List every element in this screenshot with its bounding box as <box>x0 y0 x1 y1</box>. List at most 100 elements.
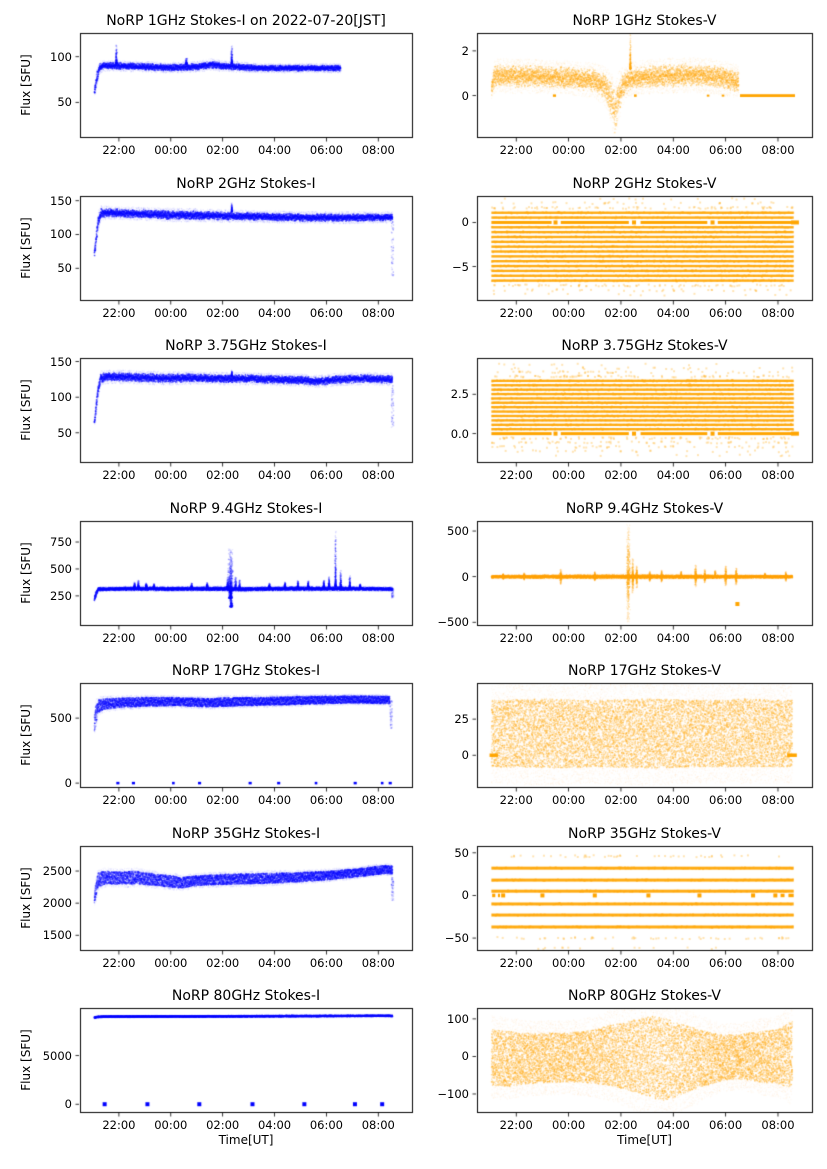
subplot-7-ytick-1: 0 <box>461 569 469 584</box>
subplot-0-xtick-1: 00:00 <box>154 143 188 157</box>
subplot-12-ylabel: Flux [SFU] <box>19 1029 33 1091</box>
subplot-1-ytick-0: 0 <box>461 88 469 103</box>
subplot-12-xtick-2: 02:00 <box>206 1118 240 1132</box>
subplot-8-xtick-4: 06:00 <box>309 793 343 807</box>
subplot-3-xtick-4: 06:00 <box>709 306 743 320</box>
subplot-0-ytick-1: 100 <box>50 49 72 64</box>
subplot-4-ytick-0: 50 <box>57 425 72 440</box>
subplot-10-xtick-3: 04:00 <box>257 956 292 970</box>
subplot-7-ytick-0: −500 <box>437 615 469 630</box>
subplot-9-ytick-1: 25 <box>454 712 469 727</box>
subplot-10-ytick-1: 2000 <box>42 896 72 911</box>
subplot-3-ytick-0: −5 <box>452 259 469 274</box>
subplot-2-xtick-0: 22:00 <box>102 306 136 320</box>
subplot-8-xtick-0: 22:00 <box>102 793 136 807</box>
subplot-3-xtick-5: 08:00 <box>761 306 795 320</box>
subplot-11-xtick-1: 00:00 <box>552 956 586 970</box>
subplot-4-title: NoRP 3.75GHz Stokes-I <box>165 338 327 354</box>
subplot-9-ytick-0: 0 <box>461 748 469 763</box>
subplot-12-ytick-1: 5000 <box>42 1048 72 1063</box>
subplot-1-title: NoRP 1GHz Stokes-V <box>572 13 717 29</box>
subplot-10-xtick-5: 08:00 <box>361 956 395 970</box>
subplot-1-xtick-4: 06:00 <box>709 143 743 157</box>
subplot-11-xtick-4: 06:00 <box>709 956 743 970</box>
subplot-8-xtick-2: 02:00 <box>206 793 240 807</box>
subplot-0-xtick-5: 08:00 <box>361 143 395 157</box>
subplot-2-title: NoRP 2GHz Stokes-I <box>176 176 316 192</box>
subplot-5-xtick-4: 06:00 <box>709 468 743 482</box>
subplot-7-title: NoRP 9.4GHz Stokes-V <box>565 501 724 517</box>
subplot-12-xtick-3: 04:00 <box>257 1118 292 1132</box>
subplot-2-ytick-1: 100 <box>50 227 72 242</box>
subplot-5-title: NoRP 3.75GHz Stokes-V <box>561 338 728 354</box>
subplot-6-ytick-2: 750 <box>50 535 72 549</box>
subplot-6-ytick-0: 250 <box>50 588 72 603</box>
subplot-10-xtick-4: 06:00 <box>309 956 343 970</box>
subplot-6-xtick-1: 00:00 <box>154 631 188 645</box>
subplot-6-xtick-0: 22:00 <box>102 631 136 645</box>
subplot-12-xtick-1: 00:00 <box>154 1118 188 1132</box>
subplot-6-xtick-2: 02:00 <box>206 631 240 645</box>
subplot-10-title: NoRP 35GHz Stokes-I <box>171 826 321 842</box>
subplot-6-xtick-5: 08:00 <box>361 631 395 645</box>
subplot-13-title: NoRP 80GHz Stokes-V <box>568 988 721 1004</box>
subplot-3-ytick-1: 0 <box>461 215 469 230</box>
subplot-10-xtick-0: 22:00 <box>102 956 136 970</box>
subplot-7-xtick-5: 08:00 <box>761 631 795 645</box>
subplot-12-xtick-0: 22:00 <box>102 1118 136 1132</box>
subplot-8-ylabel: Flux [SFU] <box>19 704 33 766</box>
subplot-7-xtick-2: 02:00 <box>604 631 638 645</box>
subplot-1-xtick-2: 02:00 <box>604 143 638 157</box>
subplot-7-xtick-1: 00:00 <box>552 631 586 645</box>
subplot-11-title: NoRP 35GHz Stokes-V <box>568 826 721 842</box>
subplot-4-xtick-5: 08:00 <box>361 468 395 482</box>
subplot-13-ytick-0: −100 <box>437 1086 469 1101</box>
subplot-6-title: NoRP 9.4GHz Stokes-I <box>169 501 323 517</box>
subplot-4-xtick-3: 04:00 <box>257 468 292 482</box>
subplot-9-xtick-4: 06:00 <box>709 793 743 807</box>
subplot-8-ytick-0: 0 <box>64 776 72 791</box>
subplot-5-ytick-0: 0.0 <box>450 426 469 441</box>
subplot-3-xtick-1: 00:00 <box>552 306 586 320</box>
subplot-13-xtick-4: 06:00 <box>709 1118 743 1132</box>
subplot-0-ylabel: Flux [SFU] <box>19 54 33 116</box>
subplot-5-xtick-2: 02:00 <box>604 468 638 482</box>
subplot-1-xtick-1: 00:00 <box>552 143 586 157</box>
subplot-6-xtick-4: 06:00 <box>309 631 343 645</box>
subplot-11-xtick-3: 04:00 <box>656 956 690 970</box>
subplot-2-ytick-2: 150 <box>50 193 72 208</box>
subplot-10-ytick-2: 2500 <box>42 864 72 879</box>
subplot-11-xtick-0: 22:00 <box>499 956 533 970</box>
subplot-11-xtick-2: 02:00 <box>604 956 638 970</box>
subplot-4-xtick-2: 02:00 <box>206 468 240 482</box>
subplot-8-xtick-1: 00:00 <box>154 793 188 807</box>
subplot-12-xtick-5: 08:00 <box>361 1118 395 1132</box>
subplot-12-ytick-0: 0 <box>64 1097 72 1112</box>
subplot-11-ytick-2: 50 <box>454 845 469 860</box>
subplot-1-xtick-3: 04:00 <box>656 143 690 157</box>
subplot-0-xtick-4: 06:00 <box>309 143 343 157</box>
subplot-5-xtick-5: 08:00 <box>761 468 795 482</box>
subplot-8-title: NoRP 17GHz Stokes-I <box>171 663 321 679</box>
subplot-4-ylabel: Flux [SFU] <box>19 379 33 441</box>
subplot-8-xtick-3: 04:00 <box>257 793 292 807</box>
subplot-13-xtick-0: 22:00 <box>499 1118 533 1132</box>
subplot-5-xtick-1: 00:00 <box>552 468 586 482</box>
subplot-0-xtick-3: 04:00 <box>257 143 292 157</box>
subplot-1-ytick-1: 2 <box>461 43 469 58</box>
subplot-7-ytick-2: 500 <box>447 524 469 539</box>
subplot-6-xtick-3: 04:00 <box>257 631 292 645</box>
subplot-8-ytick-1: 500 <box>50 711 72 726</box>
subplot-0-title: NoRP 1GHz Stokes-I on 2022-07-20[JST] <box>106 13 386 29</box>
subplot-3-xtick-3: 04:00 <box>656 306 690 320</box>
subplot-2-xtick-2: 02:00 <box>206 306 240 320</box>
subplot-2-xtick-5: 08:00 <box>361 306 395 320</box>
subplot-6-ytick-1: 500 <box>50 561 72 576</box>
subplot-13-xlabel: Time[UT] <box>617 1133 672 1147</box>
subplot-13-ytick-2: 100 <box>447 1011 469 1026</box>
subplot-7-xtick-3: 04:00 <box>656 631 690 645</box>
subplot-12-xtick-4: 06:00 <box>309 1118 343 1132</box>
subplot-13-xtick-2: 02:00 <box>604 1118 638 1132</box>
